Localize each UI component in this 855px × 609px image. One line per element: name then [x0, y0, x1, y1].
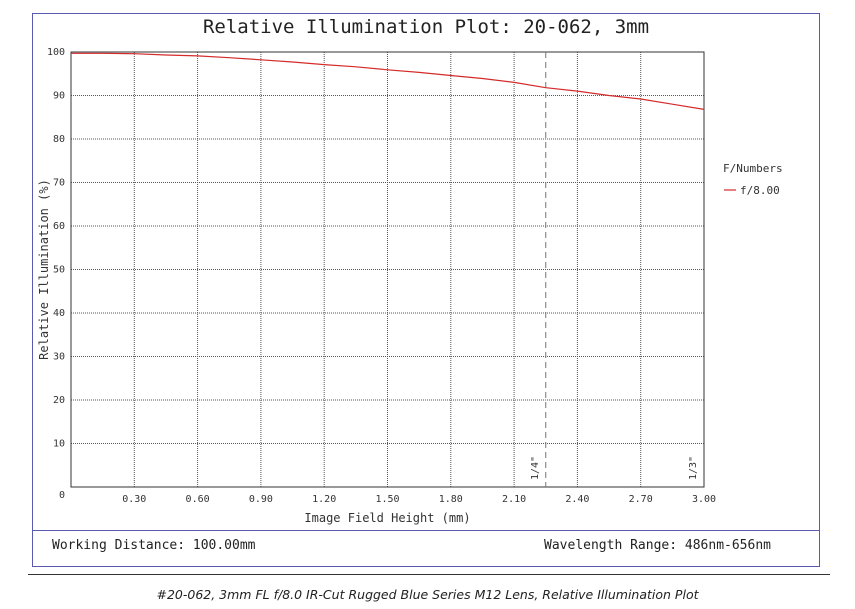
y-tick-label: 70	[53, 178, 65, 189]
legend-entry-f8: f/8.00	[740, 184, 780, 197]
y-tick-label: 10	[53, 439, 65, 450]
sensor-marker-label: 1/3"	[688, 456, 699, 480]
sensor-marker-label: 1/4"	[530, 456, 541, 480]
y-tick-label: 50	[53, 265, 65, 276]
x-tick-label: 0.60	[186, 494, 210, 505]
y-tick-label: 100	[47, 47, 65, 58]
wavelength-range: Wavelength Range: 486nm-656nm	[544, 538, 771, 553]
series-lines	[71, 52, 705, 110]
x-tick-label: 3.00	[692, 494, 716, 505]
x-tick-label: 0.90	[249, 494, 273, 505]
legend: F/Numbers f/8.00	[723, 162, 783, 197]
figure-caption: #20-062, 3mm FL f/8.0 IR-Cut Rugged Blue…	[156, 587, 699, 602]
x-tick-label: 1.50	[375, 494, 399, 505]
plot-area	[70, 51, 705, 488]
x-axis-label: Image Field Height (mm)	[304, 511, 470, 525]
y-tick-label: 80	[53, 134, 65, 145]
y-tick-label: 90	[53, 91, 65, 102]
x-tick-label: 1.80	[439, 494, 463, 505]
y-tick-label: 30	[53, 352, 65, 363]
y-axis-label: Relative Illumination (%)	[37, 179, 51, 360]
x-tick-label: 0.30	[122, 494, 146, 505]
series-line-f8	[71, 52, 705, 110]
footer-divider	[32, 530, 820, 531]
caption-divider	[28, 574, 830, 575]
y-tick-label: 60	[53, 221, 65, 232]
plot-frame	[32, 13, 820, 567]
y-tick-label: 20	[53, 395, 65, 406]
legend-title: F/Numbers	[723, 162, 783, 175]
x-tick-label: 2.40	[565, 494, 589, 505]
sensor-markers: 1/4" 1/3"	[530, 52, 699, 487]
working-distance: Working Distance: 100.00mm	[52, 538, 256, 553]
chart-title: Relative Illumination Plot: 20-062, 3mm	[202, 16, 650, 38]
x-tick-label: 1.20	[312, 494, 336, 505]
x-tick-label: 2.70	[629, 494, 653, 505]
tick-labels: 0 10 20 30 40 50 60 70 80 90 100 0.30 0.60 0.90 1.20 1.…	[47, 47, 716, 505]
y-tick-label: 40	[53, 308, 65, 319]
y-tick-label: 0	[59, 490, 65, 501]
x-tick-label: 2.10	[502, 494, 526, 505]
grid-lines	[71, 52, 704, 487]
